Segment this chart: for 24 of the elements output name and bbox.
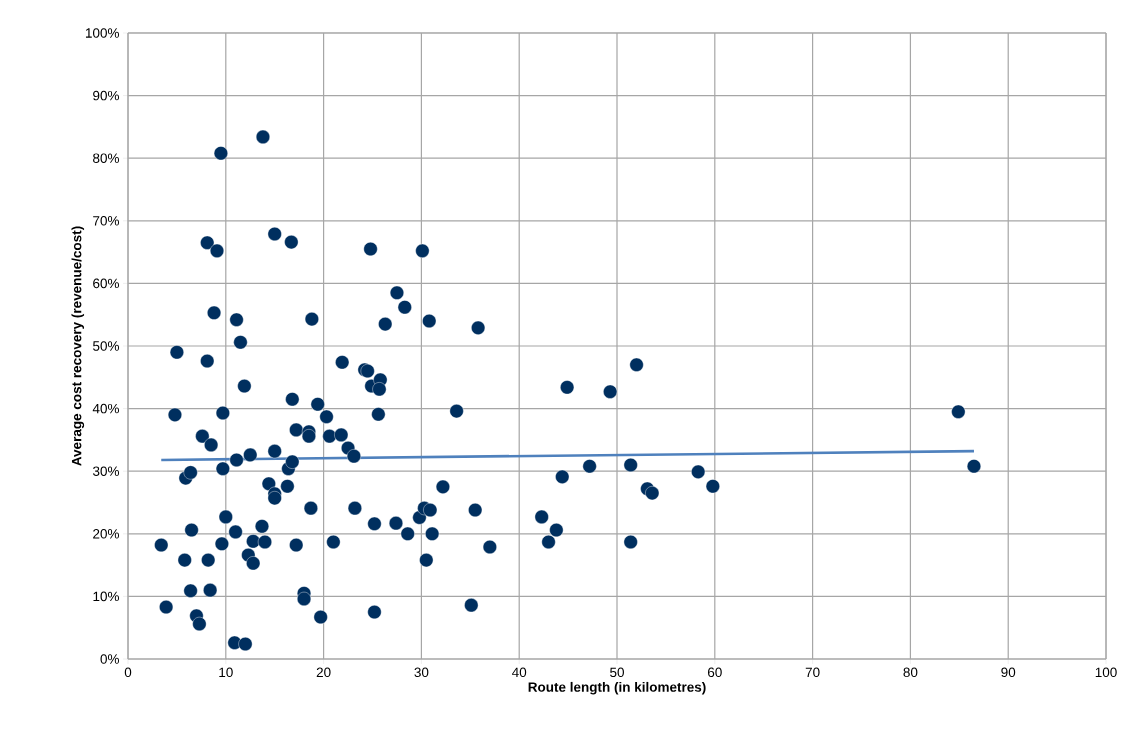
y-tick-label: 90%: [93, 90, 119, 101]
y-tick-label: 100%: [85, 28, 119, 38]
y-tick-label: 10%: [93, 591, 119, 602]
x-tick-label: 30: [414, 667, 429, 678]
x-tick-label: 0: [124, 667, 132, 678]
x-tick-label: 80: [903, 667, 918, 678]
y-tick-label: 50%: [93, 341, 119, 351]
y-tick-label: 0%: [100, 654, 119, 664]
x-axis-title: Route length (in kilometres): [528, 681, 706, 695]
y-axis-title: Average cost recovery (revenue/cost): [71, 226, 85, 466]
x-tick-label: 20: [316, 667, 331, 678]
y-tick-label: 40%: [92, 403, 119, 414]
x-tick-label: 100: [1095, 667, 1117, 678]
x-tick-label: 10: [219, 667, 233, 678]
x-tick-label: 50: [610, 667, 624, 678]
x-tick-label: 90: [1001, 667, 1016, 678]
y-tick-label: 30%: [92, 466, 119, 476]
x-tick-label: 40: [512, 667, 527, 678]
y-tick-label: 70%: [93, 216, 119, 226]
y-tick-label: 80%: [93, 153, 119, 163]
x-tick-label: 60: [707, 667, 722, 678]
y-tick-label: 60%: [93, 278, 119, 289]
x-tick-label: 70: [805, 667, 820, 678]
y-tick-label: 20%: [93, 529, 119, 539]
